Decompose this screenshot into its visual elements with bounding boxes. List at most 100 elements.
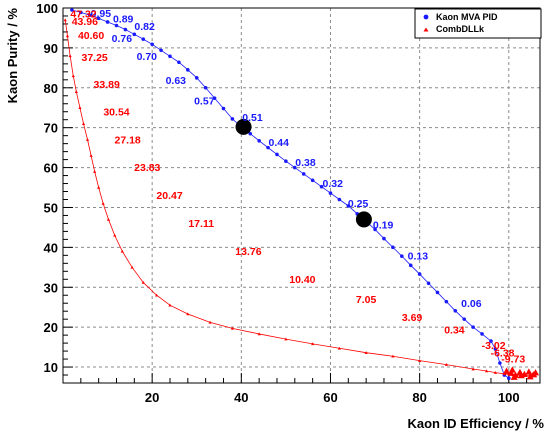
data-point [79,10,83,15]
data-point [373,227,377,232]
threshold-label: 0.06 [461,298,482,310]
series-dll [63,18,540,380]
data-point [63,18,67,22]
y-axis-title: Kaon Purity / % [5,8,20,104]
data-point [105,20,110,24]
data-point [293,165,297,170]
data-point [168,303,172,307]
data-point [203,85,208,90]
threshold-label: 3.69 [402,312,423,324]
data-point [68,54,72,58]
data-point [159,48,163,53]
data-point [85,138,90,141]
threshold-label: 0.44 [269,137,290,149]
data-point [444,299,449,304]
data-point [480,332,484,336]
data-point [426,281,431,286]
data-point [78,106,82,110]
threshold-label: 0.34 [444,325,465,337]
y-tick-label: 50 [44,200,58,215]
series-layer [63,8,540,381]
data-point [123,27,128,32]
data-point [489,339,493,343]
data-point [168,54,172,59]
threshold-label: 0.38 [295,157,316,169]
data-point [132,32,137,37]
data-point [517,371,525,379]
data-point [87,13,92,17]
data-point [114,23,119,28]
data-point [208,320,212,324]
data-point [70,8,74,12]
data-point [346,204,351,208]
threshold-label: -3.02 [482,340,506,352]
data-point [275,152,279,157]
threshold-label: 0.70 [137,51,158,63]
data-point [364,351,368,354]
data-point [284,159,288,163]
legend-label-dll: CombDLLk [436,24,485,34]
data-point [257,139,261,143]
data-point [248,131,253,136]
data-point [507,369,515,376]
threshold-label: -9.73 [501,353,525,365]
series-mva [70,8,511,381]
threshold-label: 0.19 [373,220,394,232]
data-point [382,236,386,241]
data-point [113,233,117,237]
threshold-label: 0.51 [242,112,263,124]
legend-marker-mva [423,14,429,20]
threshold-label: 0.32 [322,178,343,190]
data-point [120,249,124,253]
data-point [484,369,489,373]
x-axis-title: Kaon ID Efficiency / % [407,416,544,431]
y-tick-label: 30 [44,280,58,295]
data-point [230,117,235,121]
legend-box [414,8,542,39]
data-point [503,367,511,374]
data-point [101,201,105,205]
threshold-label: 40.60 [78,30,104,42]
data-point [328,191,333,195]
y-tick-label: 40 [44,240,58,255]
data-point [417,272,422,276]
y-tick-label: 80 [44,81,58,96]
data-point [186,312,190,316]
threshold-label: 10.40 [289,274,315,286]
grid [63,7,540,383]
data-point [453,308,458,313]
axis-ticks: 20 40 60 80 100 10 20 30 40 50 60 70 80 90 100 [36,1,528,405]
threshold-label: 0.63 [166,75,187,87]
data-point [311,342,315,346]
data-point [221,106,226,111]
threshold-label: 0.82 [134,21,155,33]
data-point [506,376,511,381]
legend: Kaon MVA PID CombDLLk [414,8,542,39]
threshold-label: 0.25 [348,198,369,210]
y-tick-label: 20 [44,320,58,335]
data-point [130,265,134,269]
data-point [508,366,516,373]
data-point [493,347,498,351]
data-point [141,37,146,41]
data-point [319,184,324,189]
x-tick-label: 60 [323,390,337,405]
data-point [400,254,404,258]
data-point [141,280,145,284]
data-point [471,325,475,329]
data-point [408,263,413,268]
x-tick-label: 80 [412,390,426,405]
data-point [435,290,440,295]
data-point [150,42,154,47]
legend-label-mva: Kaon MVA PID [436,12,498,22]
data-point [257,332,261,336]
data-point [106,217,111,221]
data-point [186,68,190,72]
data-point [337,346,341,350]
threshold-label: 0.95 [91,8,112,20]
data-point [71,74,75,78]
data-point [498,361,502,365]
x-tick-label: 20 [145,390,159,405]
data-point [96,16,101,21]
